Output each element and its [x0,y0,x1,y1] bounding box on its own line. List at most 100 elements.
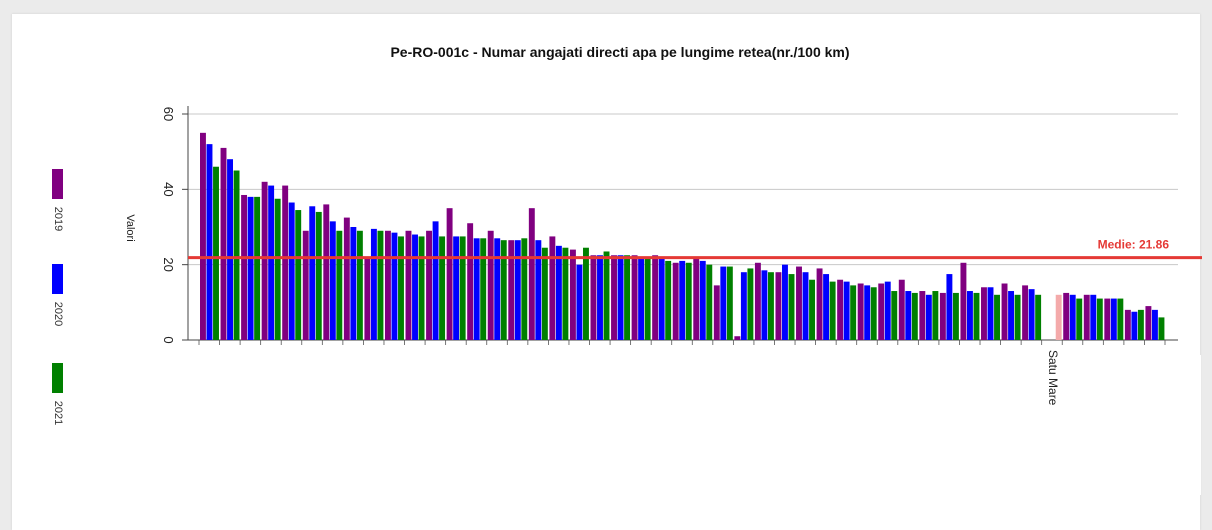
bar-2020-11 [432,221,439,340]
bar-2020-30 [823,274,830,340]
bar-2019-18 [569,249,576,340]
bar-2021-18 [583,247,589,340]
legend-swatch-2021 [52,363,63,393]
bar-2021-8 [377,230,384,340]
bar-2019-9 [384,230,391,340]
bar-2019-31 [837,279,844,340]
bar-2020-40 [1028,289,1035,340]
bar-2019-6 [323,204,330,340]
mean-line-group: Medie: 21.86 Satu Mare [188,238,1202,406]
bar-2019-46 [1145,306,1152,340]
mean-line-label: Medie: 21.86 [1098,238,1170,252]
bar-2021-30 [829,281,836,340]
legend-item-2020: 2020 [52,264,68,326]
bar-2019-34 [898,279,905,340]
bar-2020-42 [1069,294,1076,340]
bar-2019-23 [672,262,679,340]
bar-2021-0 [213,166,219,340]
bar-2019-39 [1001,283,1008,340]
category-label-area [198,355,1201,495]
bar-2019-0 [200,132,206,340]
bar-2020-31 [843,281,850,340]
bar-2019-2 [241,194,248,340]
bar-2020-43 [1090,294,1097,340]
bar-2020-38 [987,287,994,340]
bar-2021-28 [788,274,795,340]
bar-2020-4 [288,202,295,340]
y-tick-label-20: 20 [161,257,176,271]
bar-2019-11 [426,230,433,340]
bar-2019-36 [939,292,946,340]
bar-2020-28 [782,264,788,340]
bar-2021-45 [1137,309,1144,340]
bar-2020-8 [370,228,377,340]
bar-2020-2 [247,196,254,340]
bar-2020-19 [597,255,603,340]
bar-2021-13 [480,238,487,340]
bar-2019-30 [816,268,823,340]
bar-2019-35 [919,291,926,340]
bar-2019-28 [775,272,782,340]
category-label-highlight: Satu Mare [1046,350,1060,406]
bar-2020-24 [699,260,706,340]
bar-2019-5 [302,230,309,340]
bar-2019-22 [652,255,659,340]
bar-2019-32 [857,283,864,340]
y-tick-label-40: 40 [161,182,176,196]
bar-2021-3 [274,198,281,340]
bar-2021-10 [418,236,425,340]
legend: 2019 2020 2021 [46,165,76,465]
legend-swatch-2020 [52,264,63,294]
bar-2021-20 [624,255,631,340]
bar-2020-32 [864,285,871,340]
bar-2019-25 [713,285,720,340]
bar-2021-2 [254,196,261,340]
bar-2019-17 [549,236,556,340]
bar-2020-7 [350,227,357,340]
bar-2021-19 [603,251,610,340]
bar-2021-46 [1158,317,1165,340]
bar-2021-22 [665,260,672,340]
bar-2019-3 [261,181,268,340]
bar-2020-44 [1110,298,1117,340]
bar-2021-27 [767,272,774,340]
bar-2020-23 [679,260,686,340]
bar-2020-18 [576,264,583,340]
y-axis-title: Valori [124,214,136,241]
bar-2021-23 [685,262,692,340]
bar-2021-37 [973,292,980,340]
bar-2020-9 [391,232,398,340]
bar-2021-5 [315,211,322,340]
bar-2019-38 [981,287,987,340]
bar-2021-14 [500,240,507,340]
bar-2019-20 [611,255,617,340]
bar-2021-35 [932,291,939,340]
bar-2019-27 [754,262,761,340]
bar-2020-17 [555,245,562,340]
bar-2019-15 [508,240,515,340]
bar-2020-1 [227,159,233,340]
bar-2021-39 [1014,294,1021,340]
bar-2021-44 [1117,298,1124,340]
bar-2019-8 [364,257,371,340]
bar-2020-0 [206,144,213,340]
bar-2021-29 [809,279,816,340]
bar-2020-46 [1151,309,1158,340]
bar-2020-35 [925,294,932,340]
bar-2021-36 [952,292,959,340]
bar-2021-33 [891,291,898,340]
bar-2020-15 [514,240,521,340]
bar-2019-44 [1104,298,1111,340]
bar-2021-17 [562,247,569,340]
bar-2021-26 [747,268,754,340]
bar-2021-6 [336,230,343,340]
bar-2021-1 [233,170,240,340]
bar-2019-19 [590,255,597,340]
bar-2019-33 [878,283,885,340]
bar-2021-16 [541,247,548,340]
legend-item-2019: 2019 [52,169,68,231]
bar-2019-14 [487,230,494,340]
bar-2020-34 [905,291,912,340]
bar-2020-20 [617,255,624,340]
bar-2021-42 [1076,298,1083,340]
